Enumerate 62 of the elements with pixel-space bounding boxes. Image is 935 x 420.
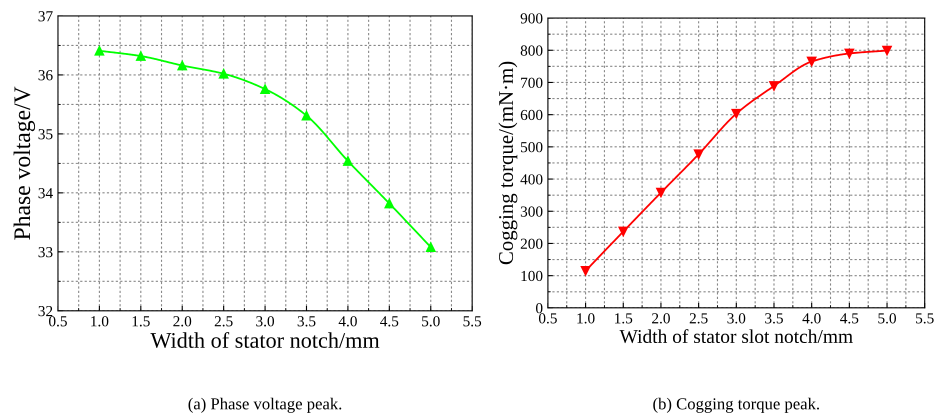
y-tick-label: 35 — [38, 129, 53, 140]
y-tick-label: 800 — [520, 45, 542, 56]
point — [618, 226, 628, 236]
y-tick-label: 600 — [520, 110, 542, 120]
point — [136, 51, 146, 61]
y-tick-label: 0 — [536, 303, 542, 314]
point — [882, 46, 892, 56]
y-tick-label: 500 — [521, 142, 542, 152]
point — [177, 60, 188, 70]
text: (b) Cogging torque peak. — [653, 398, 819, 413]
x-tick-label: 4.0 — [338, 316, 357, 326]
x-tick-label: 3.0 — [256, 316, 274, 326]
point — [844, 48, 854, 58]
x-tick-label: 1.5 — [132, 316, 150, 326]
x-tick-label: 0.5 — [49, 316, 67, 326]
point — [656, 188, 666, 198]
point — [343, 156, 353, 166]
y-tick-label: 100 — [521, 270, 542, 282]
x-tick-label: 5.0 — [878, 313, 896, 324]
x-axis-title: Width of stator notch/mm — [150, 332, 380, 348]
x-tick-label: 5.5 — [916, 313, 934, 324]
x-tick-label: 0.5 — [538, 313, 557, 324]
x-tick-label: 2.0 — [173, 316, 192, 326]
x-tick-label: 4.5 — [380, 316, 398, 326]
x-tick-label: 3.5 — [298, 316, 316, 326]
x-tick-label: 1.0 — [91, 316, 108, 326]
point — [218, 68, 229, 79]
x-tick-label: 1.0 — [577, 313, 595, 324]
y-tick-label: 900 — [520, 13, 542, 24]
y-tick-label: 400 — [520, 174, 542, 185]
y-tick-label: 200 — [520, 238, 542, 249]
point — [384, 198, 394, 208]
x-tick-label: 4.5 — [840, 313, 858, 324]
x-tick-label: 4.0 — [802, 313, 821, 324]
y-axis-title: Phase voltage/V — [14, 86, 36, 240]
point — [580, 266, 590, 276]
y-tick-label: 34 — [38, 188, 53, 198]
y-tick-label: 36 — [38, 70, 53, 80]
point — [694, 149, 704, 160]
point — [426, 242, 436, 252]
y-tick-label: 700 — [521, 78, 542, 88]
x-tick-label: 5.0 — [422, 316, 440, 326]
point — [806, 56, 817, 66]
x-tick-label: 2.5 — [690, 313, 708, 324]
point — [769, 81, 779, 91]
y-axis-title: Cogging torque/(mN·m) — [498, 62, 518, 264]
x-tick-label: 2.5 — [214, 316, 233, 326]
x-tick-label: 3.0 — [727, 313, 746, 324]
x-tick-label: 1.5 — [615, 313, 632, 324]
x-tick-label: 2.0 — [652, 313, 670, 324]
y-tick-label: 33 — [38, 247, 53, 258]
point — [260, 84, 270, 94]
x-axis-title: Width of stator slot notch/mm — [620, 329, 853, 344]
point — [94, 46, 104, 56]
point — [302, 110, 312, 120]
text: (a) Phase voltage peak. — [188, 398, 342, 413]
point — [731, 108, 742, 119]
y-tick-label: 37 — [38, 11, 53, 22]
y-tick-label: 32 — [38, 306, 52, 316]
x-tick-label: 3.5 — [765, 313, 783, 324]
x-tick-label: 5.5 — [464, 316, 482, 326]
y-tick-label: 300 — [520, 206, 542, 217]
